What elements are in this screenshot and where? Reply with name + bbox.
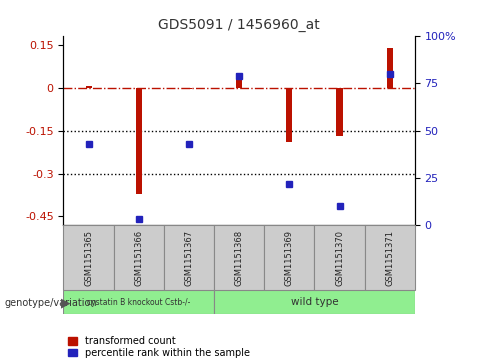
Text: GSM1151366: GSM1151366 <box>134 230 143 286</box>
Bar <box>164 225 214 290</box>
Bar <box>314 225 365 290</box>
Text: GSM1151369: GSM1151369 <box>285 230 294 286</box>
Bar <box>63 225 114 290</box>
Bar <box>136 88 142 193</box>
Bar <box>186 88 192 89</box>
Bar <box>214 290 415 314</box>
Bar <box>114 225 164 290</box>
Title: GDS5091 / 1456960_at: GDS5091 / 1456960_at <box>158 19 320 33</box>
Legend: transformed count, percentile rank within the sample: transformed count, percentile rank withi… <box>68 336 250 358</box>
Bar <box>236 73 242 88</box>
Bar <box>286 88 292 142</box>
Bar <box>365 225 415 290</box>
Bar <box>63 290 214 314</box>
Bar <box>214 225 264 290</box>
Bar <box>85 86 92 88</box>
Text: GSM1151368: GSM1151368 <box>235 230 244 286</box>
Text: cystatin B knockout Cstb-/-: cystatin B knockout Cstb-/- <box>87 298 190 307</box>
Text: GSM1151367: GSM1151367 <box>184 230 193 286</box>
Bar <box>337 88 343 136</box>
Text: genotype/variation: genotype/variation <box>5 298 98 308</box>
Text: GSM1151370: GSM1151370 <box>335 230 344 286</box>
Bar <box>386 48 393 88</box>
Text: ▶: ▶ <box>61 297 71 310</box>
Text: wild type: wild type <box>290 297 338 307</box>
Text: GSM1151365: GSM1151365 <box>84 230 93 286</box>
Text: GSM1151371: GSM1151371 <box>385 230 394 286</box>
Bar <box>264 225 314 290</box>
